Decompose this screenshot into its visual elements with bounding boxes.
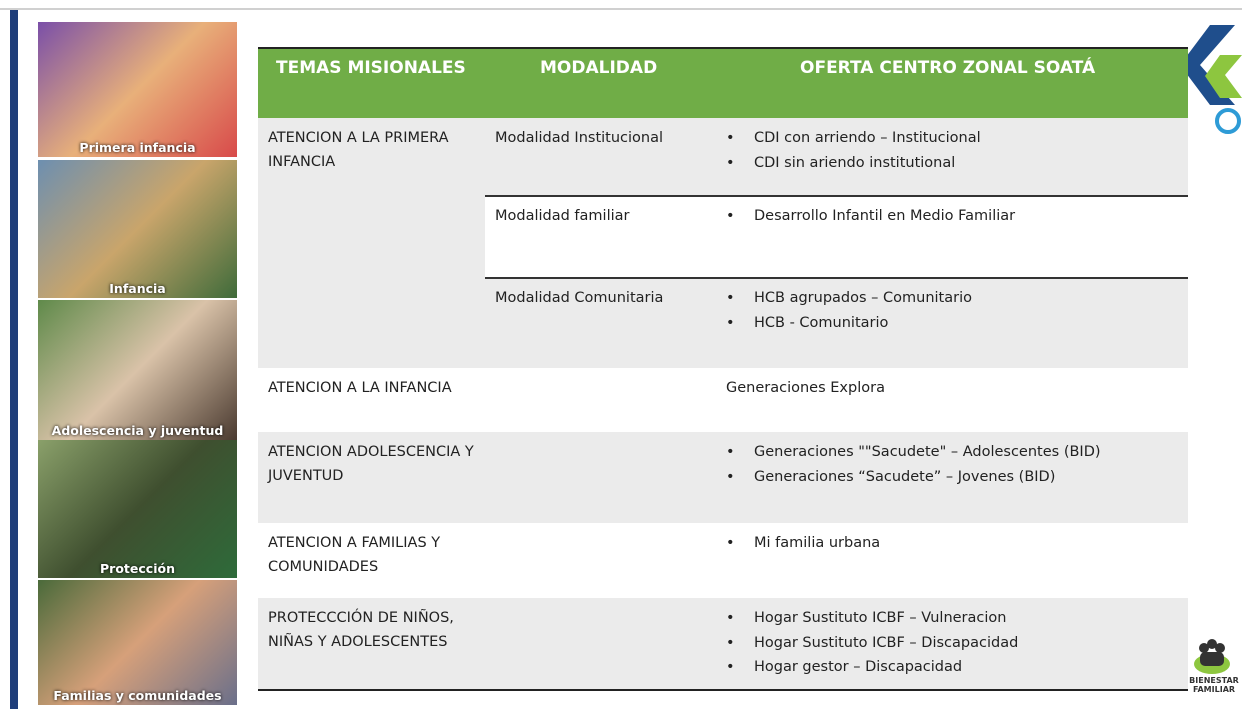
oferta-item: CDI sin ariendo institutional [726, 151, 1184, 176]
header-cell: MODALIDAD [540, 58, 658, 78]
subrow-rule [485, 195, 1188, 197]
logo-line: BIENESTAR [1189, 676, 1239, 685]
bottom-border [258, 689, 1188, 691]
bienestar-icon [1194, 639, 1230, 674]
oferta-item: HCB agrupados – Comunitario [726, 286, 1184, 311]
oferta-item: Generaciones ""Sacudete" – Adolescentes … [726, 440, 1184, 465]
photo: Adolescencia y juventud [38, 300, 237, 440]
photo-caption: Familias y comunidades [53, 688, 222, 703]
tema-cell: ATENCION A LA INFANCIA [268, 380, 452, 396]
modalidad-cell: Modalidad Comunitaria [495, 290, 664, 306]
tema-cell: PROTECCCIÓN DE NIÑOS, NIÑAS Y ADOLESCENT… [268, 610, 454, 650]
top-rule [0, 8, 1242, 10]
oferta-cell: Generaciones Explora [726, 380, 885, 396]
photo: Familias y comunidades [38, 580, 237, 705]
photo-caption: Adolescencia y juventud [51, 423, 224, 438]
top-border [258, 47, 1188, 49]
oferta-item: Desarrollo Infantil en Medio Familiar [726, 204, 1184, 229]
oferta-item: Generaciones “Sacudete” – Jovenes (BID) [726, 465, 1184, 490]
photo: Primera infancia [38, 22, 237, 157]
photo-caption: Primera infancia [79, 140, 196, 155]
logo-text: BIENESTAR FAMILIAR [1186, 676, 1242, 694]
subrow-rule [485, 277, 1188, 279]
side-bar [10, 10, 18, 709]
photo-caption: Protección [100, 561, 175, 576]
row-bg [258, 368, 1188, 432]
photo-caption: Infancia [109, 281, 166, 296]
tema-cell: ATENCION A LA PRIMERA INFANCIA [268, 130, 449, 170]
oferta-item: Hogar gestor – Discapacidad [726, 655, 1184, 680]
modalidad-cell: Modalidad Institucional [495, 130, 664, 146]
oferta-item: HCB - Comunitario [726, 311, 1184, 336]
photo: Infancia [38, 160, 237, 298]
header-cell: OFERTA CENTRO ZONAL SOATÁ [800, 58, 1096, 78]
oferta-item: Hogar Sustituto ICBF – Vulneracion [726, 606, 1184, 631]
modalidad-cell: Modalidad familiar [495, 208, 630, 224]
corner-logo [1180, 25, 1242, 134]
logo-line: FAMILIAR [1192, 685, 1236, 694]
tema-cell: ATENCION ADOLESCENCIA Y JUVENTUD [268, 444, 474, 484]
oferta-item: CDI con arriendo – Institucional [726, 126, 1184, 151]
oferta-item: Mi familia urbana [726, 531, 1184, 556]
tema-cell: ATENCION A FAMILIAS Y COMUNIDADES [268, 535, 441, 575]
oferta-item: Hogar Sustituto ICBF – Discapacidad [726, 631, 1184, 656]
photo: Protección [38, 440, 237, 578]
header-cell: TEMAS MISIONALES [276, 58, 466, 78]
header-bg [258, 48, 1188, 118]
